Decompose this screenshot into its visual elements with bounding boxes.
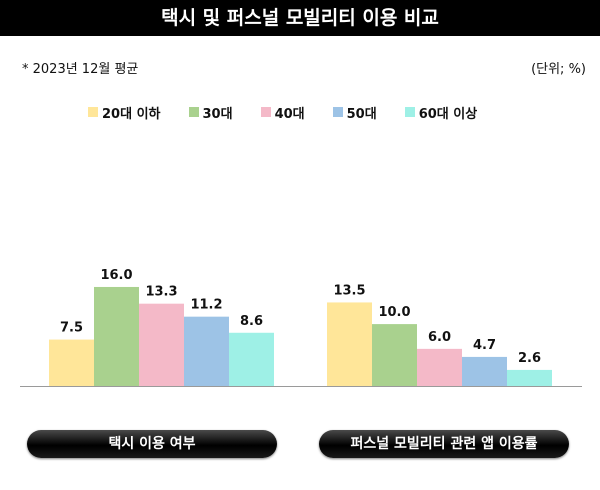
- data-label-taxi-60s: 8.6: [240, 314, 263, 329]
- bar-taxi-60s: [229, 332, 274, 386]
- legend-label-50s: 50대: [346, 106, 377, 122]
- data-label-mobility-50s: 4.7: [473, 338, 496, 353]
- bar-taxi-40s: [139, 303, 184, 386]
- legend-swatch-60s: [404, 107, 415, 117]
- legend-swatch-30s: [188, 107, 199, 117]
- data-label-mobility-60s: 2.6: [518, 351, 541, 366]
- bar-mobility-50s: [462, 356, 507, 386]
- bar-taxi-30s: [94, 286, 139, 386]
- data-label-mobility-30s: 10.0: [378, 305, 410, 320]
- legend-item-30s: 30대: [188, 103, 233, 122]
- legend-swatch-50s: [332, 107, 343, 117]
- legend-item-60s: 60대 이상: [404, 103, 478, 122]
- bar-mobility-40s: [417, 348, 462, 386]
- category-label-taxi: 택시 이용 여부: [27, 430, 277, 458]
- legend-label-20s: 20대 이하: [102, 106, 161, 122]
- legend-item-20s: 20대 이하: [88, 103, 161, 122]
- chart-title: 택시 및 퍼스널 모빌리티 이용 비교: [0, 0, 600, 36]
- bar-mobility-30s: [372, 324, 417, 386]
- legend-swatch-40s: [260, 107, 271, 117]
- unit-label: (단위; %): [531, 62, 586, 77]
- data-label-taxi-20s: 7.5: [60, 321, 83, 336]
- data-label-taxi-30s: 16.0: [100, 268, 132, 283]
- legend-label-60s: 60대 이상: [418, 106, 478, 122]
- date-note: * 2023년 12월 평균: [22, 62, 139, 77]
- bar-mobility-20s: [327, 302, 372, 386]
- legend: 20대 이하 30대 40대 50대 60대 이상: [88, 103, 505, 122]
- legend-label-30s: 30대: [202, 106, 233, 122]
- data-label-mobility-20s: 13.5: [333, 283, 365, 298]
- legend-label-40s: 40대: [274, 106, 305, 122]
- data-label-taxi-40s: 13.3: [145, 285, 177, 300]
- legend-item-40s: 40대: [260, 103, 305, 122]
- bar-taxi-20s: [49, 339, 94, 386]
- bar-mobility-60s: [507, 369, 552, 386]
- data-label-taxi-50s: 11.2: [190, 298, 222, 313]
- data-label-mobility-40s: 6.0: [428, 330, 451, 345]
- legend-swatch-20s: [88, 107, 98, 117]
- bar-taxi-50s: [184, 316, 229, 386]
- legend-item-50s: 50대: [332, 103, 377, 122]
- category-label-mobility: 퍼스널 모빌리티 관련 앱 이용률: [319, 430, 569, 458]
